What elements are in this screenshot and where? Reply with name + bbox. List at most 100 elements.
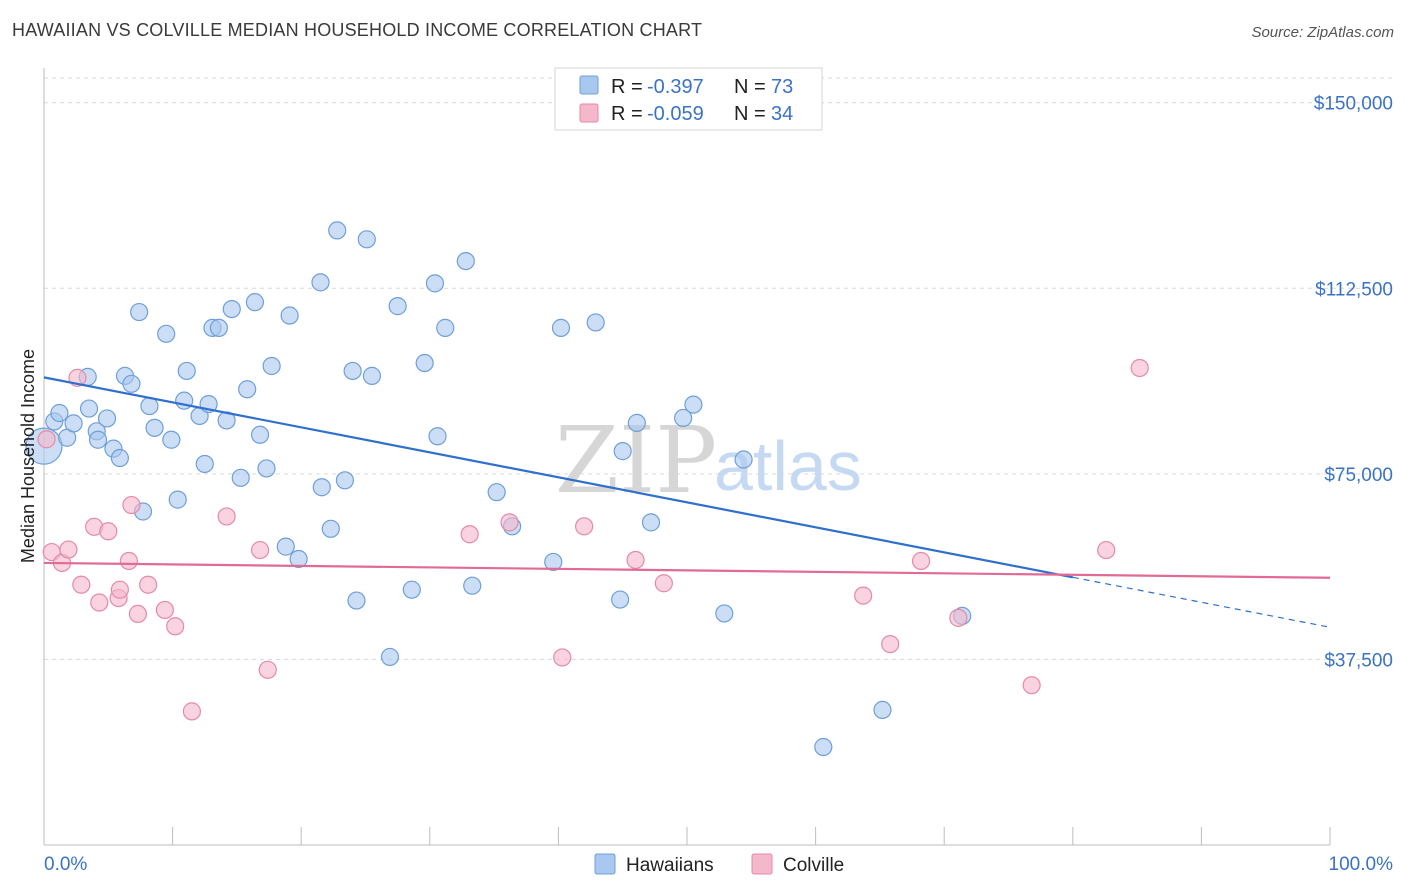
hawaiians-point <box>734 450 753 469</box>
bottom-legend-swatch-hawaiians <box>594 853 616 875</box>
hawaiians-point <box>157 324 176 343</box>
colville-point <box>182 702 201 721</box>
hawaiians-point <box>262 356 281 376</box>
bottom-legend-label-hawaiians: Hawaiians <box>626 855 714 876</box>
hawaiians-point <box>168 490 187 509</box>
legend-swatch-hawaiians <box>579 75 599 95</box>
colville-point <box>139 575 158 594</box>
legend-top: R = -0.397 N = 73 R = -0.059 N = 34 <box>554 67 823 131</box>
y-tick-label: $37,500 <box>1324 650 1393 671</box>
colville-point <box>258 660 277 679</box>
colville-point <box>1130 358 1149 378</box>
hawaiians-point <box>343 361 362 381</box>
hawaiians-point <box>195 454 214 474</box>
hawaiians-point <box>613 442 632 461</box>
hawaiians-trend-line-extension <box>1072 576 1331 628</box>
hawaiians-point <box>110 448 129 468</box>
legend-r-value: -0.059 <box>647 103 704 125</box>
trend-lines <box>43 376 1331 628</box>
legend-n-value: 34 <box>771 103 793 125</box>
legend-bottom: Hawaiians Colville <box>594 853 844 876</box>
y-tick-labels: $37,500 $75,000 $112,500 $150,000 <box>1314 94 1393 672</box>
colville-point <box>911 551 931 571</box>
hawaiians-point <box>544 552 563 572</box>
x-tick-label-start: 0.0% <box>44 854 87 875</box>
hawaiians-point <box>311 273 330 292</box>
hawaiians-point <box>684 395 703 414</box>
hawaiians-point <box>347 591 366 610</box>
hawaiians-point <box>289 549 308 569</box>
watermark: ZIP atlas <box>555 407 862 514</box>
axes <box>43 68 1331 846</box>
hawaiians-point <box>388 297 407 316</box>
bottom-legend-swatch-colville <box>751 853 773 875</box>
colville-point <box>654 574 673 593</box>
legend-n-label: N = <box>734 76 766 98</box>
hawaiians-point <box>245 293 265 312</box>
hawaiians-point <box>257 459 276 478</box>
hawaiians-point <box>674 408 693 428</box>
colville-point <box>949 608 968 627</box>
hawaiians-point <box>312 478 331 497</box>
watermark-atlas: atlas <box>714 427 862 505</box>
hawaiians-point <box>456 251 475 271</box>
colville-point <box>553 648 572 667</box>
colville-point <box>110 580 129 599</box>
hawaiians-point <box>425 274 445 293</box>
colville-point <box>90 593 109 612</box>
colville-point <box>155 600 174 620</box>
colville-point <box>37 430 56 449</box>
hawaiians-point <box>380 647 400 667</box>
colville-point <box>1022 676 1041 695</box>
hawaiians-point <box>280 306 299 325</box>
colville-point <box>854 586 873 605</box>
hawaiians-point <box>162 430 181 449</box>
grid-lines <box>44 77 1395 660</box>
colville-point <box>500 513 519 532</box>
hawaiians-point <box>415 353 434 373</box>
hawaiians-point <box>177 361 196 381</box>
colville-point <box>881 634 900 654</box>
y-axis-title: Median Household Income <box>18 349 38 563</box>
hawaiians-point <box>627 413 646 433</box>
bottom-legend-label-colville: Colville <box>783 855 844 876</box>
hawaiians-point <box>463 576 482 595</box>
x-tick-labels: 0.0% 100.0% <box>44 854 1393 875</box>
colville-point <box>122 495 141 515</box>
hawaiians-point <box>873 700 892 720</box>
colville-point <box>59 540 78 559</box>
hawaiians-point <box>238 380 257 399</box>
hawaiians-point <box>487 483 506 502</box>
colville-point <box>217 507 236 526</box>
colville-point <box>1097 540 1116 560</box>
colville-point <box>128 604 147 624</box>
legend-n-label: N = <box>734 103 766 125</box>
hawaiians-point <box>402 580 421 599</box>
hawaiians-point <box>64 414 83 433</box>
hawaiians-point <box>250 425 270 444</box>
hawaiians-point <box>145 418 164 437</box>
legend-r-value: -0.397 <box>647 76 704 98</box>
legend-r-label: R = <box>611 103 643 125</box>
hawaiians-point <box>715 604 734 623</box>
colville-point <box>99 522 118 541</box>
hawaiians-point <box>641 513 661 532</box>
hawaiians-point <box>122 374 141 393</box>
hawaiians-point <box>357 230 376 249</box>
hawaiians-point <box>586 313 605 332</box>
hawaiians-point <box>88 430 108 449</box>
colville-point <box>575 517 594 536</box>
colville-point <box>166 617 185 636</box>
hawaiians-point <box>362 366 382 385</box>
hawaiians-point <box>276 537 295 556</box>
hawaiians-point <box>321 519 340 538</box>
legend-r-label: R = <box>611 76 643 98</box>
hawaiians-point <box>551 318 571 337</box>
hawaiians-point <box>328 221 347 240</box>
colville-point <box>460 525 479 544</box>
colville-point <box>119 551 138 571</box>
colville-point <box>626 550 645 570</box>
hawaiians-point <box>611 590 630 609</box>
hawaiians-point <box>814 737 833 757</box>
